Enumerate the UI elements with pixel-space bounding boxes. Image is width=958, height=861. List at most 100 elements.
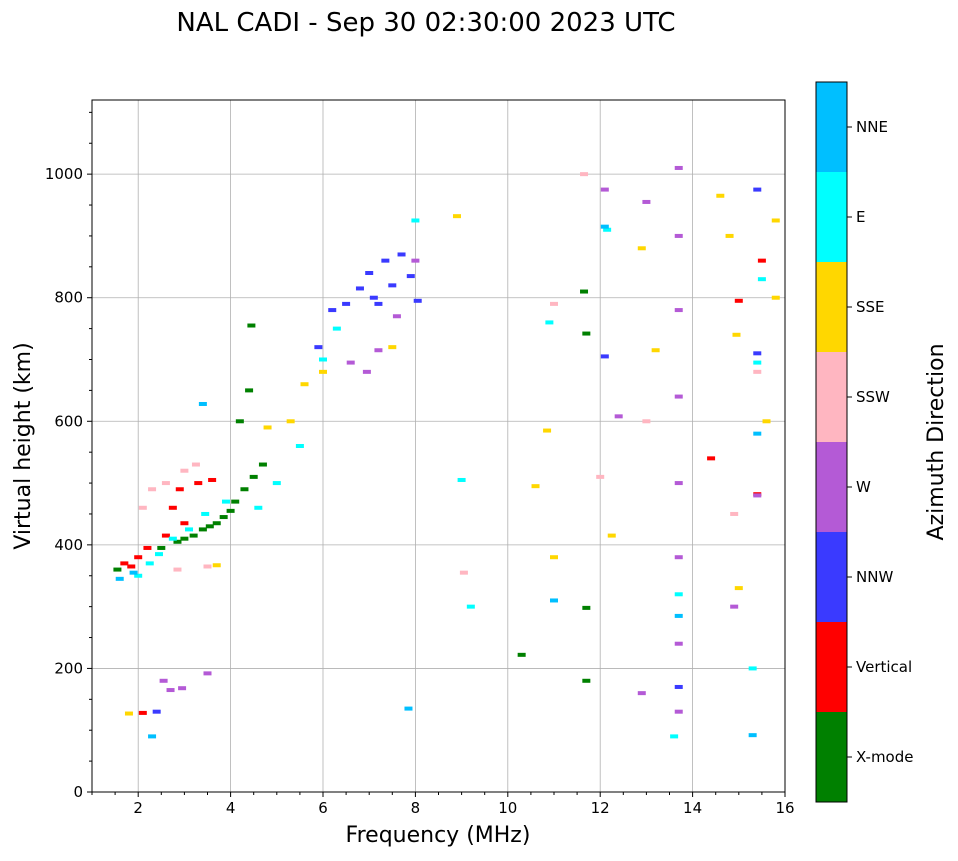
echo-mark [240,487,249,492]
echo-mark [286,419,295,424]
echo-mark [381,258,390,263]
echo-mark [600,187,609,192]
plot-area [92,100,785,792]
echo-mark [600,224,609,229]
echo-mark [753,493,762,498]
echo-mark [212,521,221,526]
echo-mark [651,348,660,353]
colorbar-frame [815,81,848,803]
echo-mark [247,323,256,328]
echo-mark [272,481,281,486]
echo-mark [753,360,762,365]
series-w [159,165,762,714]
echo-mark [369,295,378,300]
echo-mark [670,734,679,739]
echo-mark [127,564,136,569]
echo-mark [457,477,466,482]
echo-mark [757,258,766,263]
echo-mark [732,332,741,337]
echo-mark [365,271,374,275]
echo-mark [113,567,122,572]
colorbar-tick-label: Vertical [856,658,912,676]
colorbar-segment [816,172,847,262]
echo-mark [175,487,184,492]
echo-mark [603,227,612,232]
echo-mark [159,678,168,683]
echo-mark [154,552,163,557]
x-tick-label: 2 [133,799,143,817]
echo-mark [263,425,272,430]
echo-mark [642,419,651,424]
colorbar: X-mode Vertical NNW W SSW SSE E NNE [815,81,913,803]
echo-mark [180,521,189,526]
echo-mark [198,527,207,532]
echo-mark [674,555,683,560]
echo-mark [152,709,161,714]
echo-mark [582,605,591,610]
echo-mark [730,604,739,609]
y-tick-label: 0 [73,783,83,801]
echo-mark [582,331,591,336]
colorbar-segment [816,442,847,532]
x-tick-label: 8 [411,799,421,817]
echo-mark [771,218,780,223]
echo-mark [550,555,558,560]
colorbar-segment [816,262,847,352]
series-e [134,218,766,739]
data-marks [113,165,780,739]
echo-mark [245,388,254,393]
echo-mark [411,218,420,223]
series-nne [115,224,762,739]
echo-mark [614,414,623,419]
series-sse [124,193,780,716]
echo-mark [674,684,683,689]
echo-mark [332,326,341,331]
echo-mark [674,481,683,486]
echo-mark [753,187,762,192]
echo-mark [607,533,616,538]
y-axis-label: Virtual height (km) [11,342,36,549]
echo-mark [342,301,351,306]
colorbar-segment [816,532,847,622]
echo-mark [300,382,309,387]
x-axis: 2 4 6 8 10 12 14 16 [91,792,795,817]
colorbar-label: Azimuth Direction [924,343,949,540]
echo-mark [219,515,228,520]
echo-mark [249,474,258,479]
series-nnw [152,187,762,714]
x-tick-label: 16 [775,799,794,817]
echo-mark [734,298,743,303]
colorbar-segment [816,622,847,712]
series-vertical [120,258,766,715]
echo-mark [716,193,725,198]
echo-mark [596,474,605,479]
colorbar-tick-label: NNW [856,568,893,586]
echo-mark [314,345,323,350]
colorbar-segment [816,82,847,172]
echo-mark [185,527,194,532]
echo-mark [198,401,207,406]
x-tick-label: 4 [226,799,236,817]
echo-mark [392,314,401,319]
echo-mark [145,561,154,566]
echo-mark [753,351,762,356]
echo-mark [203,671,212,676]
echo-mark [173,567,182,572]
echo-mark [531,484,540,489]
echo-mark [545,320,554,325]
colorbar-segment [816,712,847,802]
echo-mark [582,678,591,683]
y-tick-label: 400 [54,536,83,554]
echo-mark [161,533,170,538]
echo-mark [221,499,230,504]
echo-mark [157,545,166,550]
echo-mark [374,348,383,353]
echo-mark [374,301,383,306]
echo-mark [235,419,244,424]
echo-mark [208,477,217,482]
echo-mark [600,354,609,359]
echo-mark [580,289,589,294]
echo-mark [637,246,646,251]
echo-mark [674,709,683,714]
